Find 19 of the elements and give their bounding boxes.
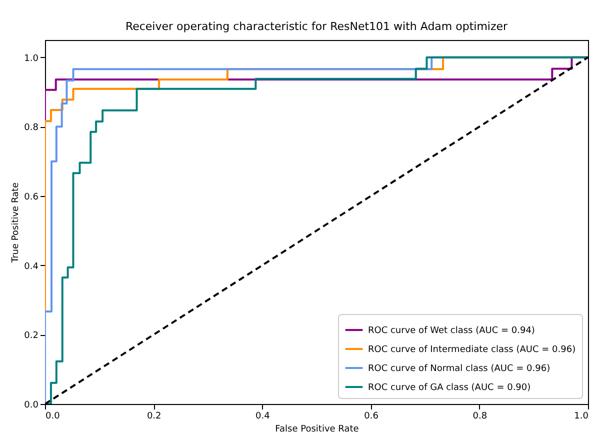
y-tick-label: 0.0 [24, 400, 39, 410]
y-tick-label: 1.0 [24, 54, 39, 64]
x-tick-label: 0.2 [146, 412, 162, 422]
x-tick-label: 0.0 [46, 412, 60, 422]
y-tick-label: 0.8 [24, 123, 39, 134]
y-tick-label: 0.4 [24, 262, 39, 272]
legend-label: ROC curve of GA class (AUC = 0.90) [368, 383, 531, 393]
legend-label: ROC curve of Wet class (AUC = 0.94) [368, 326, 535, 336]
x-tick-label: 1.0 [574, 412, 589, 422]
y-tick-label: 0.6 [24, 192, 39, 202]
legend-label: ROC curve of Intermediate class (AUC = 0.96) [368, 345, 576, 355]
x-tick-label: 0.8 [472, 412, 488, 422]
y-axis-title: True Positive Rate [11, 182, 22, 264]
chart-title: Receiver operating characteristic for ResNet101 with Adam optimizer [125, 20, 508, 33]
x-tick-label: 0.6 [364, 412, 379, 422]
y-tick-label: 0.2 [24, 331, 38, 342]
legend-label: ROC curve of Normal class (AUC = 0.96) [368, 364, 550, 374]
x-axis-title: False Positive Rate [275, 424, 360, 434]
x-tick-label: 0.4 [256, 412, 270, 422]
